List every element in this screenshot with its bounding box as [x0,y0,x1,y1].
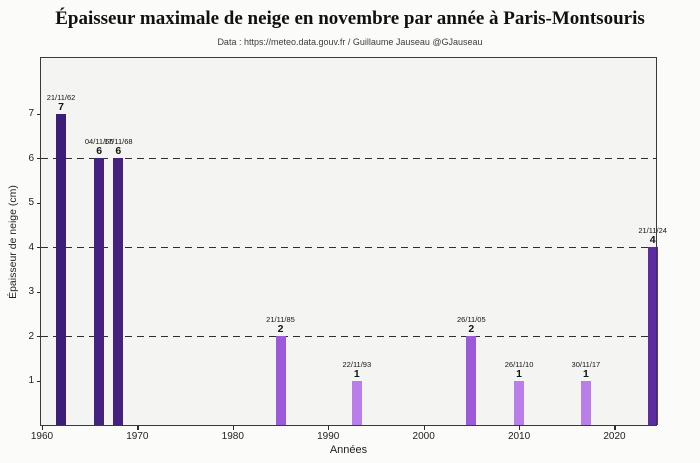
bar-annotation-1966: 04/11/66 6 [59,137,139,157]
bar-annotation-1968: 17/11/68 6 [78,137,158,157]
x-tick-label-2010: 2010 [507,431,531,442]
plot-area: 21/11/62 7 04/11/66 6 17/11/68 6 21/11/85 2 22/1… [41,58,667,425]
x-tick-label-1990: 1990 [317,431,340,442]
bar-date-label: 04/11/66 [84,137,114,147]
gridline-y-2 [41,336,656,338]
bar-value-label: 7 [58,100,64,113]
bar-annotation-2005: 26/11/05 2 [431,315,511,335]
bar-1985 [275,336,286,425]
y-tick-mark [36,113,41,115]
bar-date-label: 17/11/68 [103,137,133,147]
bar-annotation-1962: 21/11/62 7 [21,93,101,113]
y-tick-mark [36,380,41,382]
y-tick-label-2: 2 [28,330,34,342]
chart-title: Épaisseur maximale de neige en novembre … [55,8,645,29]
bar-value-label: 2 [277,323,284,336]
x-tick-label-1970: 1970 [126,431,149,442]
bar-value-label: 6 [96,145,103,158]
bar-annotation-2010: 26/11/10 1 [479,360,559,380]
bar-value-label: 1 [353,367,360,380]
bar-date-label: 30/11/17 [571,359,601,369]
y-tick-label-1: 1 [28,375,34,386]
y-tick-mark [36,336,41,338]
bar-date-label: 26/11/10 [504,359,534,369]
bar-value-label: 1 [516,367,522,380]
bar-2005 [466,336,477,425]
bar-date-label: 26/11/05 [457,315,486,325]
x-tick-label-1960: 1960 [30,431,54,442]
x-axis-label: Années [329,444,368,456]
bar-value-label: 1 [582,367,589,380]
y-tick-mark [36,158,41,160]
gridline-y-6 [41,158,656,160]
x-tick-mark [423,425,425,430]
bar-2017 [580,380,591,425]
x-tick-mark [614,425,616,430]
y-tick-mark [36,247,41,249]
bar-date-label: 22/11/93 [342,359,372,369]
y-tick-label-7: 7 [28,108,34,120]
gridline-y-4 [41,247,656,249]
bar-value-label: 6 [115,145,122,158]
bar-value-label: 2 [468,323,475,336]
x-tick-mark [328,425,330,430]
bar-2010 [514,380,525,425]
bar-annotation-2024: 21/11/24 4 [613,226,693,246]
y-tick-label-4: 4 [28,241,34,253]
bar-date-label: 21/11/24 [638,226,667,236]
bar-date-label: 21/11/62 [46,92,76,102]
bar-1968 [113,158,124,425]
x-tick-mark [137,425,139,430]
y-tick-label-5: 5 [28,197,34,209]
y-tick-mark [36,202,41,204]
chart-subtitle: Data : https://meteo.data.gouv.fr / Guil… [217,37,483,47]
x-tick-mark [232,425,234,430]
x-tick-label-2000: 2000 [412,431,435,442]
y-tick-mark [36,291,41,293]
x-tick-label-2020: 2020 [603,431,626,442]
x-tick-mark [519,425,521,430]
y-tick-label-3: 3 [28,286,34,298]
y-tick-label-6: 6 [28,152,34,164]
bar-1966 [94,158,105,425]
bar-value-label: 4 [649,234,656,247]
x-tick-mark [41,425,44,430]
bar-annotation-2017: 30/11/17 1 [546,360,626,380]
bar-2024 [647,247,658,425]
x-tick-label-1980: 1980 [221,431,244,442]
bar-annotation-1993: 22/11/93 1 [317,360,397,380]
bar-annotation-1985: 21/11/85 2 [241,315,321,335]
bar-1993 [351,380,362,425]
bar-date-label: 21/11/85 [266,315,295,325]
bar-1962 [56,113,67,425]
